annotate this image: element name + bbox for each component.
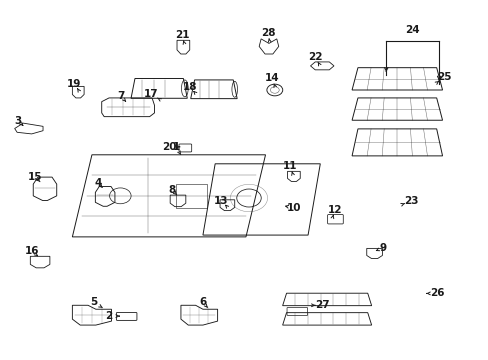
Text: 14: 14 [264, 73, 279, 84]
Text: 18: 18 [182, 82, 197, 92]
Text: 9: 9 [379, 243, 386, 253]
Text: 19: 19 [67, 78, 81, 89]
Text: 27: 27 [315, 300, 329, 310]
Text: 25: 25 [436, 72, 450, 82]
Text: 23: 23 [404, 196, 418, 206]
Text: 6: 6 [199, 297, 206, 307]
Text: 7: 7 [117, 91, 125, 102]
Text: 3: 3 [15, 116, 21, 126]
Text: 12: 12 [327, 204, 342, 215]
Text: 24: 24 [405, 24, 419, 35]
Text: 21: 21 [174, 30, 189, 40]
Text: 5: 5 [90, 297, 97, 307]
Text: 16: 16 [25, 246, 40, 256]
Text: 2: 2 [105, 311, 112, 321]
Bar [175, 184, 206, 208]
Text: 17: 17 [144, 89, 159, 99]
Text: 22: 22 [307, 52, 322, 62]
Text: 4: 4 [94, 178, 102, 188]
Text: 11: 11 [283, 161, 297, 171]
Text: 13: 13 [214, 196, 228, 206]
Text: 15: 15 [28, 172, 42, 182]
Text: 28: 28 [260, 28, 275, 38]
Text: 20: 20 [162, 142, 176, 152]
Text: 1: 1 [172, 142, 179, 152]
Text: 8: 8 [168, 185, 175, 195]
Text: 26: 26 [429, 288, 444, 298]
Text: 10: 10 [286, 203, 301, 213]
